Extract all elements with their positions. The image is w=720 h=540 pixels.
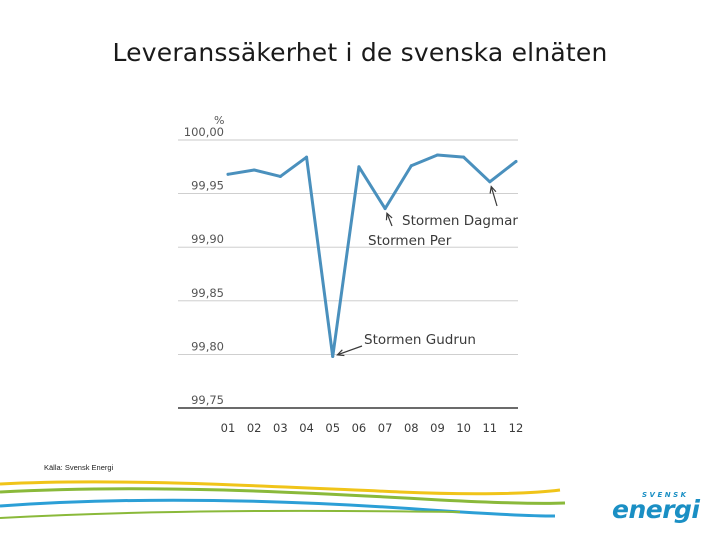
- y-axis-label: %: [214, 114, 224, 127]
- swoosh-blue: [0, 498, 556, 518]
- data-point: [226, 172, 230, 176]
- source-note: Källa: Svensk Energi: [44, 463, 114, 472]
- x-tick-label: 01: [221, 421, 236, 435]
- logo-small-text: SVENSK: [642, 491, 689, 499]
- x-tick-label: 04: [299, 421, 314, 435]
- data-point: [514, 159, 518, 163]
- x-tick-label: 09: [430, 421, 445, 435]
- data-point: [462, 155, 466, 159]
- data-point: [357, 165, 361, 169]
- x-tick-label: 12: [509, 421, 524, 435]
- x-tick-label: 08: [404, 421, 419, 435]
- data-point: [305, 155, 309, 159]
- annotation-arrowhead: [489, 185, 497, 194]
- data-point: [252, 168, 256, 172]
- logo-big-text: energi: [612, 495, 700, 524]
- data-point: [331, 355, 335, 359]
- y-tick-label: 99,95: [191, 179, 224, 193]
- y-tick-label: 99,85: [191, 286, 224, 300]
- data-point: [435, 153, 439, 157]
- data-point: [409, 164, 413, 168]
- brand-logo: SVENSK energi: [612, 491, 700, 524]
- series-line: [226, 153, 518, 359]
- x-tick-label: 02: [247, 421, 262, 435]
- data-point: [383, 207, 387, 211]
- swoosh-yellow: [0, 480, 561, 496]
- x-tick-label: 06: [352, 421, 367, 435]
- x-tick-label: 11: [482, 421, 497, 435]
- annotation-arrowhead: [385, 211, 393, 221]
- annotation-label: Stormen Dagmar: [402, 213, 518, 229]
- y-tick-label: 99,80: [191, 339, 224, 353]
- x-tick-label: 03: [273, 421, 288, 435]
- line-chart: %100,00 99,95 99,90 99,85 99,80 99,75 01 02 03 04…: [178, 114, 524, 435]
- decorative-swoosh: [0, 480, 566, 519]
- page-title: Leveranssäkerhet i de svenska elnäten: [112, 38, 608, 67]
- annotation-arrow: [386, 213, 393, 227]
- swoosh-green: [0, 487, 566, 505]
- x-tick-label: 10: [456, 421, 471, 435]
- x-tick-label: 07: [378, 421, 393, 435]
- annotation-arrowhead: [336, 349, 345, 357]
- annotation-arrow: [337, 345, 363, 356]
- annotation-label: Stormen Gudrun: [364, 332, 476, 348]
- y-tick-label: 99,90: [191, 232, 224, 246]
- annotation-arrow: [490, 186, 498, 207]
- swoosh-green-lower: [0, 509, 461, 519]
- data-point: [488, 180, 492, 184]
- data-point: [278, 174, 282, 178]
- annotation-label: Stormen Per: [368, 233, 452, 249]
- y-tick-label: 100,00: [184, 125, 224, 139]
- y-tick-label: 99,75: [191, 393, 224, 407]
- x-tick-label: 05: [325, 421, 340, 435]
